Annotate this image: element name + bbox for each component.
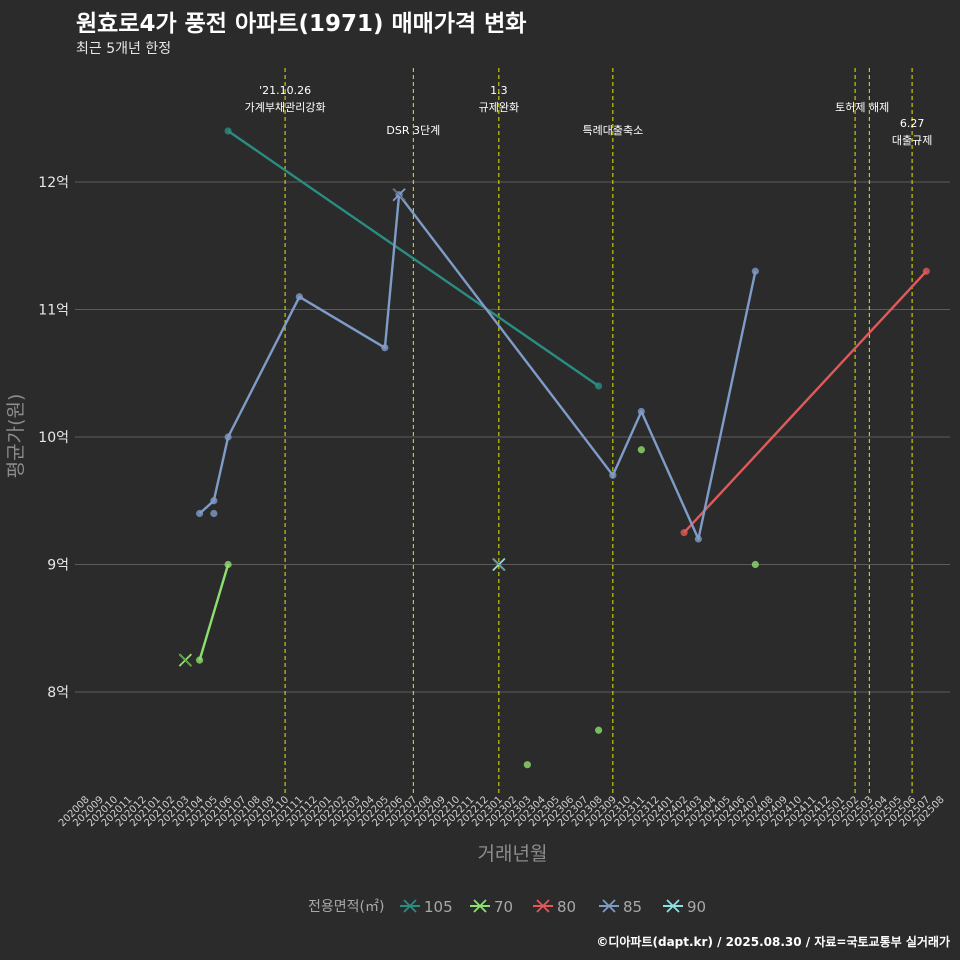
event-label: 특례대출축소: [582, 124, 643, 137]
event-label: 규제완화: [479, 101, 519, 114]
legend-key-cross: [602, 899, 616, 913]
series-line-105: [227, 130, 600, 387]
legend-key-cross: [536, 899, 550, 913]
legend-item-90: 90: [663, 898, 706, 916]
legend-key-cross: [666, 899, 680, 913]
y-tick-label: 11억: [38, 303, 69, 319]
legend-item-85: 85: [599, 898, 642, 916]
event-label: 1.3: [490, 84, 508, 97]
y-axis-title: 평균가(원): [5, 394, 27, 479]
data-point-85: [609, 471, 617, 479]
data-point-85: [210, 497, 218, 505]
y-tick-label: 12억: [38, 175, 69, 191]
series-line-85: [198, 193, 757, 541]
data-point-70: [224, 560, 232, 569]
data-point-70: [523, 761, 531, 769]
data-point-80: [680, 529, 688, 537]
legend-title: 전용면적(㎡): [308, 899, 384, 915]
cross-outline: [392, 188, 406, 201]
cross-marker-90: [492, 557, 506, 572]
data-point-70: [637, 446, 645, 454]
chart-subtitle: 최근 5개년 한정: [76, 41, 172, 57]
chart-title: 원효로4가 풍전 아파트(1971) 매매가격 변화: [76, 11, 527, 37]
y-tick-label: 9억: [47, 558, 69, 574]
legend-label: 90: [687, 898, 706, 916]
data-point-85: [637, 407, 645, 416]
data-point-80: [922, 267, 930, 275]
data-point-85: [196, 509, 204, 518]
event-label: '21.10.26: [259, 84, 311, 97]
event-label: 가계부채관리강화: [245, 101, 326, 114]
series-line-80: [683, 270, 928, 534]
data-point-85: [694, 535, 702, 543]
data-point-85: [295, 293, 303, 301]
data-point-85: [381, 344, 389, 352]
legend-item-105: 105: [400, 898, 453, 916]
event-label: 6.27: [900, 117, 925, 130]
data-point-105: [595, 382, 603, 390]
legend-key-cross: [473, 899, 487, 913]
data-point-70: [595, 726, 603, 734]
y-tick-label: 10억: [38, 430, 69, 446]
data-credit: ©디아파트(dapt.kr) / 2025.08.30 / 자료=국토교통부 실…: [596, 935, 950, 949]
data-point-85: [224, 433, 232, 441]
data-point-70: [196, 656, 204, 664]
legend-item-80: 80: [533, 898, 576, 916]
data-point-85: [210, 509, 218, 518]
legend-label: 70: [494, 898, 513, 916]
y-tick-label: 8억: [47, 685, 69, 701]
legend-label: 105: [424, 898, 453, 916]
legend-item-70: 70: [470, 898, 513, 916]
cross-outline: [492, 558, 506, 571]
x-axis-title: 거래년월: [478, 843, 548, 865]
cross-marker-85: [392, 188, 406, 202]
cross-marker-70: [178, 653, 192, 667]
data-point-105: [224, 127, 232, 135]
event-label: 토허제 해제: [835, 100, 889, 114]
series-line-70: [198, 564, 230, 661]
legend-label: 80: [557, 898, 576, 916]
data-point-70: [751, 560, 759, 569]
data-point-85: [751, 267, 759, 275]
cross-outline: [179, 653, 192, 667]
event-label: DSR 3단계: [386, 124, 440, 137]
legend-key-cross: [403, 899, 417, 913]
legend-label: 85: [623, 898, 642, 916]
event-label: 대출규제: [892, 134, 932, 147]
